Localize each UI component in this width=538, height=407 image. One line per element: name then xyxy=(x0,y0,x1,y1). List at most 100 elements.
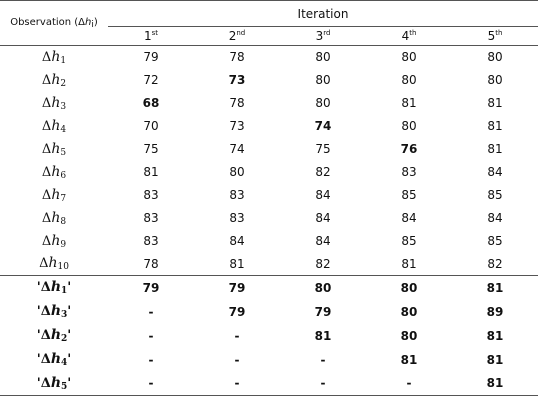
table-cell: 83 xyxy=(143,188,159,202)
table-cell: 83 xyxy=(229,188,245,202)
table-cell: 84 xyxy=(315,234,331,248)
subscript: 5 xyxy=(61,381,68,392)
subscript: 7 xyxy=(60,193,67,204)
row-label: Δh2 xyxy=(0,69,108,92)
subscript: 2 xyxy=(60,78,67,89)
table-cell: 81 xyxy=(452,275,538,300)
text: Δ xyxy=(41,141,52,157)
variable: h xyxy=(50,279,61,296)
row-label: Δh1 xyxy=(0,46,108,69)
text: ) xyxy=(93,16,98,28)
subscript: 10 xyxy=(57,262,69,273)
column-header: 3rd xyxy=(280,27,366,46)
table-cell: 80 xyxy=(401,50,417,65)
superscript: nd xyxy=(236,29,246,37)
subscript: 8 xyxy=(60,216,67,227)
table-cell: 81 xyxy=(486,328,504,343)
table-cell: 80 xyxy=(315,50,331,65)
subscript: 1 xyxy=(61,286,68,297)
table-cell: 83 xyxy=(143,234,159,248)
variable: h xyxy=(51,209,61,226)
table-row: Δh5 75 74 75 76 81 xyxy=(0,138,538,161)
table-cell: 81 xyxy=(401,256,417,271)
superscript: st xyxy=(151,29,159,37)
superscript: th xyxy=(495,29,503,37)
table-row: Δh10 78 81 82 81 82 xyxy=(0,253,538,276)
table-cell: 85 xyxy=(487,234,503,248)
table-cell: 79 xyxy=(314,304,332,319)
table-cell: 72 xyxy=(143,73,159,87)
row-label: Δh10 xyxy=(0,253,108,276)
table-cell: 78 xyxy=(229,96,245,110)
table-cell: 80 xyxy=(229,165,245,179)
row-label: Δh8 xyxy=(0,207,108,230)
table-cell: 82 xyxy=(487,256,503,271)
table-cell: 80 xyxy=(280,275,366,300)
text: 'Δ xyxy=(36,328,51,343)
variable: h xyxy=(50,327,61,343)
row-label: 'Δh2' xyxy=(0,324,108,348)
text: Δ xyxy=(41,49,52,65)
table-cell: 85 xyxy=(487,188,503,202)
table-row: 'Δh1' 79 79 80 80 81 xyxy=(0,275,538,300)
text: 'Δ xyxy=(36,304,51,319)
table-row: Δh6 81 80 82 83 84 xyxy=(0,161,538,184)
text: ' xyxy=(67,328,72,343)
row-label: Δh9 xyxy=(0,230,108,253)
table-cell: 81 xyxy=(143,165,159,179)
row-label: Δh5 xyxy=(0,138,108,161)
table-cell: - xyxy=(148,352,154,367)
table-cell: 84 xyxy=(487,165,503,179)
table-cell: 82 xyxy=(315,256,331,271)
table-cell: 80 xyxy=(315,96,331,110)
table-row: 'Δh3' - 79 79 80 89 xyxy=(0,300,538,324)
table-cell: 73 xyxy=(229,119,245,133)
variable: h xyxy=(51,163,61,180)
column-header-row: 1st 2nd 3rd 4th 5th xyxy=(0,27,538,46)
superscript: rd xyxy=(323,29,331,37)
variable: h xyxy=(51,117,61,134)
table-row: 'Δh2' - - 81 80 81 xyxy=(0,324,538,348)
table-cell: 78 xyxy=(229,50,245,65)
subscript: 3 xyxy=(61,310,68,320)
table-cell: 74 xyxy=(229,142,245,156)
table-cell: 81 xyxy=(400,352,418,367)
table-cell: 74 xyxy=(314,119,332,133)
text: 1 xyxy=(143,29,152,43)
column-header: 1st xyxy=(108,27,194,46)
text: 'Δ xyxy=(36,352,51,367)
table-cell: 79 xyxy=(194,275,280,300)
table-cell: 84 xyxy=(315,188,331,202)
table-cell: 83 xyxy=(143,211,159,225)
text: 3 xyxy=(315,29,324,43)
text: 4 xyxy=(401,29,410,43)
text: ' xyxy=(67,375,72,391)
text: Δ xyxy=(41,95,52,111)
table-cell: - xyxy=(234,328,240,343)
row-label: Δh7 xyxy=(0,184,108,207)
table-cell: 76 xyxy=(400,142,418,156)
table-cell: 81 xyxy=(487,142,503,156)
subscript: 5 xyxy=(60,147,67,158)
table-cell: 79 xyxy=(228,304,246,319)
table-cell: 81 xyxy=(486,376,504,391)
table-cell: 80 xyxy=(366,275,452,300)
table-cell: 78 xyxy=(143,256,159,271)
row-label: 'Δh1' xyxy=(0,275,108,300)
data-table: Observation (Δhi) Iteration 1st 2nd 3rd 4th… xyxy=(0,0,538,396)
row-label: Δh3 xyxy=(0,92,108,115)
text: 'Δ xyxy=(36,280,51,296)
variable: h xyxy=(51,48,61,65)
table-cell: 79 xyxy=(143,50,159,65)
table-cell: - xyxy=(234,352,240,367)
variable: h xyxy=(51,71,61,88)
variable: h xyxy=(85,16,92,28)
table-cell: 75 xyxy=(143,142,159,156)
table-cell: 80 xyxy=(401,119,417,133)
table-cell: 80 xyxy=(400,304,418,319)
row-label: Δh4 xyxy=(0,115,108,138)
table-cell: 80 xyxy=(315,73,331,87)
header-row: Observation (Δhi) Iteration xyxy=(0,0,538,30)
table-cell: 83 xyxy=(229,211,245,225)
iteration-header: Iteration xyxy=(108,0,538,27)
